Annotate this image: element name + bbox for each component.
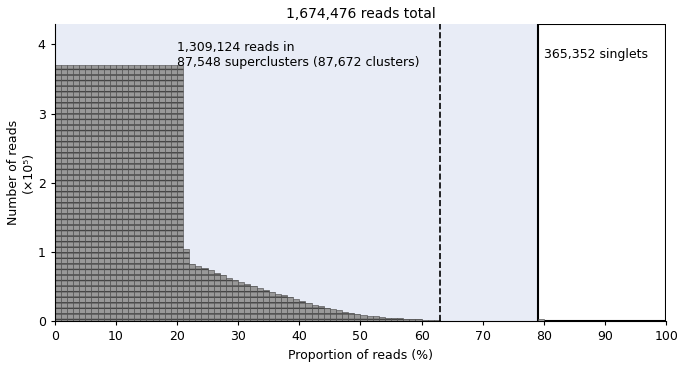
Bar bbox=[421, 320, 427, 321]
Bar bbox=[287, 297, 293, 321]
Bar bbox=[201, 268, 208, 321]
Bar bbox=[275, 294, 281, 321]
Bar bbox=[256, 288, 262, 321]
Bar bbox=[97, 65, 103, 321]
Y-axis label: Number of reads
(×10⁵): Number of reads (×10⁵) bbox=[7, 120, 35, 225]
Bar bbox=[373, 316, 379, 321]
Bar bbox=[177, 65, 183, 321]
Bar bbox=[262, 290, 269, 321]
Bar bbox=[336, 310, 342, 321]
Text: 1,309,124 reads in
87,548 superclusters (87,672 clusters): 1,309,124 reads in 87,548 superclusters … bbox=[177, 41, 419, 69]
Bar bbox=[251, 286, 256, 321]
Bar bbox=[312, 305, 318, 321]
Bar bbox=[189, 264, 195, 321]
Text: 365,352 singlets: 365,352 singlets bbox=[544, 48, 648, 61]
Bar bbox=[128, 65, 134, 321]
Bar bbox=[67, 65, 73, 321]
Bar bbox=[397, 318, 403, 321]
Bar bbox=[116, 65, 122, 321]
Bar bbox=[61, 65, 67, 321]
Bar bbox=[122, 65, 128, 321]
Bar bbox=[299, 301, 306, 321]
Bar bbox=[208, 270, 214, 321]
Bar bbox=[416, 320, 421, 321]
Bar bbox=[103, 65, 110, 321]
Bar bbox=[342, 312, 348, 321]
Bar bbox=[140, 65, 147, 321]
Bar bbox=[538, 24, 666, 321]
Bar bbox=[79, 65, 86, 321]
Bar bbox=[410, 319, 416, 321]
Bar bbox=[427, 320, 434, 321]
Bar bbox=[324, 308, 330, 321]
Bar bbox=[360, 315, 366, 321]
Bar bbox=[86, 65, 91, 321]
Bar bbox=[538, 8, 666, 321]
Bar bbox=[379, 317, 385, 321]
Bar bbox=[348, 313, 354, 321]
Bar bbox=[238, 282, 245, 321]
Bar bbox=[165, 65, 171, 321]
Bar bbox=[55, 24, 538, 321]
Bar bbox=[73, 65, 79, 321]
Bar bbox=[55, 65, 61, 321]
Bar bbox=[226, 278, 232, 321]
Bar bbox=[159, 65, 165, 321]
Bar bbox=[330, 309, 336, 321]
Bar bbox=[354, 314, 360, 321]
Bar bbox=[391, 318, 397, 321]
Bar bbox=[91, 65, 97, 321]
Bar bbox=[110, 65, 116, 321]
Bar bbox=[214, 273, 220, 321]
Bar bbox=[403, 319, 410, 321]
Bar bbox=[318, 306, 324, 321]
Bar bbox=[195, 266, 201, 321]
Bar bbox=[538, 319, 544, 321]
Bar bbox=[306, 303, 312, 321]
Bar bbox=[134, 65, 140, 321]
X-axis label: Proportion of reads (%): Proportion of reads (%) bbox=[288, 349, 433, 362]
Bar bbox=[366, 315, 373, 321]
Bar bbox=[385, 318, 391, 321]
Bar bbox=[220, 275, 226, 321]
Bar bbox=[232, 280, 238, 321]
Bar bbox=[245, 284, 251, 321]
Bar bbox=[281, 295, 287, 321]
Bar bbox=[434, 320, 440, 321]
Bar bbox=[293, 299, 299, 321]
Bar bbox=[147, 65, 153, 321]
Bar bbox=[171, 65, 177, 321]
Bar bbox=[269, 292, 275, 321]
Bar bbox=[153, 65, 159, 321]
Title: 1,674,476 reads total: 1,674,476 reads total bbox=[286, 7, 435, 21]
Bar bbox=[183, 249, 189, 321]
